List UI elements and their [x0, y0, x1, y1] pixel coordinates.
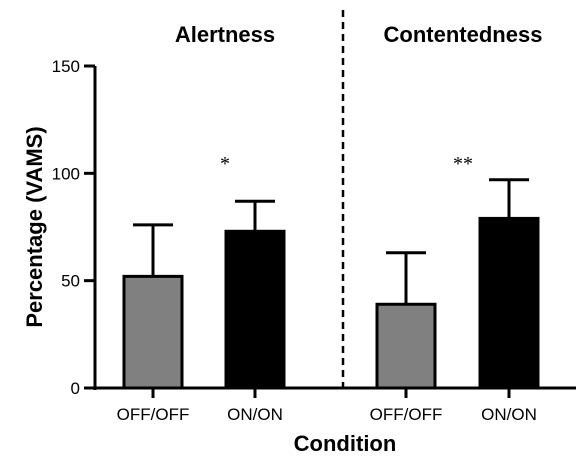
x-category-label: ON/ON [481, 405, 537, 424]
category-labels: OFF/OFF ON/ON OFF/OFF ON/ON [117, 388, 537, 424]
bar-alertness-off-off [122, 274, 184, 390]
bar-alertness-on-on [224, 229, 286, 390]
bar-contentedness-off-off [375, 302, 437, 390]
y-tick-label: 50 [61, 272, 80, 291]
x-category-label: OFF/OFF [370, 405, 443, 424]
x-axis-title: Condition [294, 431, 397, 456]
x-category-label: ON/ON [227, 405, 283, 424]
y-axis-title: Percentage (VAMS) [22, 126, 47, 327]
panel-title-contentedness: Contentedness [384, 22, 543, 47]
x-category-label: OFF/OFF [117, 405, 190, 424]
error-bars-group [133, 178, 529, 305]
y-tick-label: 0 [71, 379, 80, 398]
panel-title-alertness: Alertness [175, 22, 275, 47]
bars-group [122, 216, 540, 390]
significance-mark-contentedness: ** [453, 153, 473, 175]
y-ticks: 0 50 100 150 [52, 57, 95, 398]
y-tick-label: 150 [52, 57, 80, 76]
y-tick-label: 100 [52, 164, 80, 183]
significance-mark-alertness: * [220, 153, 230, 175]
bar-contentedness-on-on [478, 216, 540, 390]
